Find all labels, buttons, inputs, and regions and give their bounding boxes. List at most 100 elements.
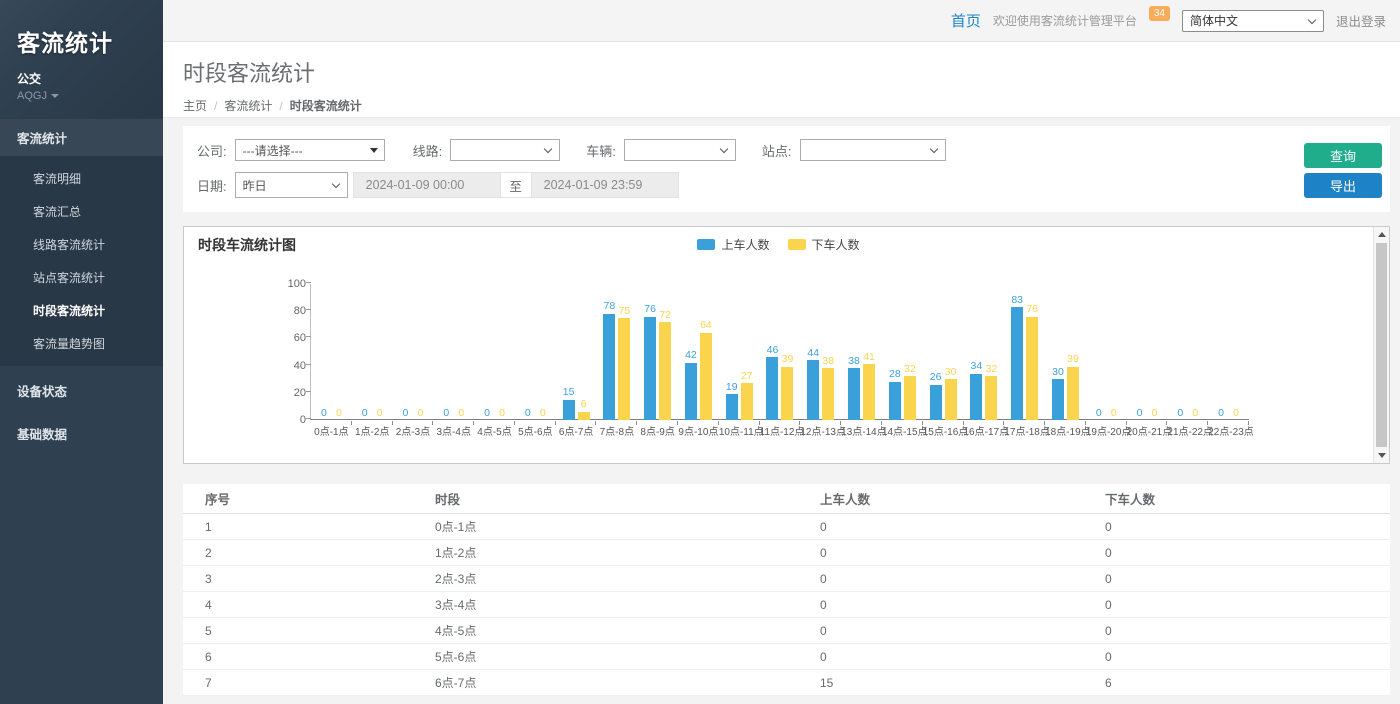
x-axis-label: 2点-3点 [393, 423, 434, 438]
bar-column: 15 [563, 284, 575, 420]
bar-group: 0022点-23点 [1208, 284, 1249, 420]
date-from-input[interactable]: 2024-01-09 00:00 [353, 172, 501, 198]
x-axis-label: 12点-13点 [800, 423, 841, 438]
x-axis-label: 9点-10点 [678, 423, 719, 438]
date-to-input[interactable]: 2024-01-09 23:59 [531, 172, 679, 198]
bar-column: 28 [889, 284, 901, 420]
logout-link[interactable]: 退出登录 [1336, 11, 1386, 30]
table-cell: 0 [1105, 520, 1390, 534]
caret-down-icon [51, 94, 59, 98]
bar-value-label: 46 [767, 345, 779, 356]
bar-column: 0 [1189, 284, 1201, 420]
sidebar-item-device-status[interactable]: 设备状态 [0, 372, 163, 409]
bar [970, 374, 982, 420]
sidebar-item-line-stats[interactable]: 线路客流统计 [0, 228, 163, 261]
legend-item[interactable]: 下车人数 [788, 236, 860, 253]
bar [563, 400, 575, 420]
table-cell: 3 [183, 572, 435, 586]
bar-value-label: 39 [1067, 354, 1079, 365]
bar-group: 003点-4点 [433, 284, 474, 420]
org-code-dropdown[interactable]: AQGJ [17, 90, 163, 102]
bar-column: 38 [848, 284, 860, 420]
bar-group: 1566点-7点 [556, 284, 597, 420]
date-to-separator: 至 [501, 172, 531, 198]
bar-column: 0 [318, 284, 330, 420]
bar-column: 0 [440, 284, 452, 420]
bar-column: 26 [930, 284, 942, 420]
x-axis-label: 21点-22点 [1167, 423, 1208, 438]
scrollbar-thumb[interactable] [1376, 243, 1387, 447]
sidebar-item-trend-chart[interactable]: 客流量趋势图 [0, 327, 163, 360]
y-axis-tick-label: 100 [276, 278, 306, 290]
table-cell: 1 [183, 520, 435, 534]
x-axis-label: 11点-12点 [760, 423, 801, 438]
bar-group: 192710点-11点 [719, 284, 760, 420]
export-button[interactable]: 导出 [1304, 173, 1382, 198]
bar-value-label: 64 [700, 320, 712, 331]
bar-value-label: 27 [741, 371, 753, 382]
table-cell: 5点-6点 [435, 648, 820, 665]
sidebar-item-passenger-detail[interactable]: 客流明细 [0, 162, 163, 195]
bar-column: 32 [904, 284, 916, 420]
company-select[interactable]: ---请选择--- [235, 139, 385, 161]
bar-group: 76728点-9点 [637, 284, 678, 420]
bar [807, 360, 819, 420]
bar-value-label: 78 [604, 301, 616, 312]
bar-column: 75 [618, 284, 630, 420]
chart-legend: 上车人数 下车人数 [184, 236, 1373, 253]
table-cell: 7 [183, 676, 435, 690]
bar [863, 364, 875, 420]
scrollbar-up-arrow[interactable] [1374, 227, 1389, 242]
sidebar-item-passenger-summary[interactable]: 客流汇总 [0, 195, 163, 228]
query-button[interactable]: 查询 [1304, 143, 1382, 168]
language-select[interactable]: 简体中文 [1182, 10, 1324, 32]
bar [766, 357, 778, 420]
bar-group: 004点-5点 [474, 284, 515, 420]
bar-group: 283214点-15点 [882, 284, 923, 420]
date-preset-select[interactable]: 昨日 [235, 172, 348, 198]
bar [578, 412, 590, 420]
bar-value-label: 34 [971, 361, 983, 372]
bar-value-label: 6 [581, 399, 587, 410]
bar-group: 001点-2点 [352, 284, 393, 420]
sidebar-item-passenger-stats[interactable]: 客流统计 [0, 118, 163, 156]
bar-value-label: 0 [1152, 408, 1158, 419]
sidebar-item-base-data[interactable]: 基础数据 [0, 415, 163, 452]
bar-column: 30 [1052, 284, 1064, 420]
x-axis-label: 6点-7点 [556, 423, 597, 438]
bar-group: 263015点-16点 [923, 284, 964, 420]
chart-y-axis: 020406080100 [276, 284, 306, 420]
bar-value-label: 32 [904, 364, 916, 375]
breadcrumb: 主页 / 客流统计 / 时段客流统计 [183, 97, 1400, 114]
bar-value-label: 0 [1233, 408, 1239, 419]
arrow-down-icon [1378, 453, 1386, 458]
page-title: 时段客流统计 [183, 56, 1400, 88]
content: 公司: ---请选择--- 线路: 车辆: 站点: [163, 118, 1400, 704]
station-select[interactable] [800, 139, 946, 161]
station-label: 站点: [762, 141, 792, 160]
breadcrumb-home[interactable]: 主页 [183, 97, 207, 114]
sidebar-item-station-stats[interactable]: 站点客流统计 [0, 261, 163, 294]
app-logo: 客流统计 [17, 24, 163, 58]
y-axis-tick-label: 80 [276, 305, 306, 317]
scrollbar-down-arrow[interactable] [1374, 448, 1389, 463]
org-code: AQGJ [17, 90, 47, 102]
bar-value-label: 44 [807, 348, 819, 359]
table-cell: 6点-7点 [435, 674, 820, 691]
home-link[interactable]: 首页 [951, 10, 981, 31]
legend-item[interactable]: 上车人数 [697, 236, 769, 253]
x-axis-label: 7点-8点 [596, 423, 637, 438]
filter-row-1: 公司: ---请选择--- 线路: 车辆: 站点: [197, 139, 1376, 161]
line-select[interactable] [450, 139, 560, 161]
breadcrumb-passenger-stats[interactable]: 客流统计 [224, 97, 272, 114]
bar-column: 76 [644, 284, 656, 420]
bar-value-label: 39 [782, 354, 794, 365]
filter-panel: 公司: ---请选择--- 线路: 车辆: 站点: [183, 126, 1390, 212]
main-column: 首页 欢迎使用客流统计管理平台 34 简体中文 退出登录 时段客流统计 主页 /… [163, 0, 1400, 704]
x-axis-label: 19点-20点 [1086, 423, 1127, 438]
bar-column: 38 [822, 284, 834, 420]
sidebar-item-period-stats[interactable]: 时段客流统计 [0, 294, 163, 327]
arrow-up-icon [1378, 232, 1386, 237]
table-cell: 2 [183, 546, 435, 560]
vehicle-select[interactable] [624, 139, 736, 161]
